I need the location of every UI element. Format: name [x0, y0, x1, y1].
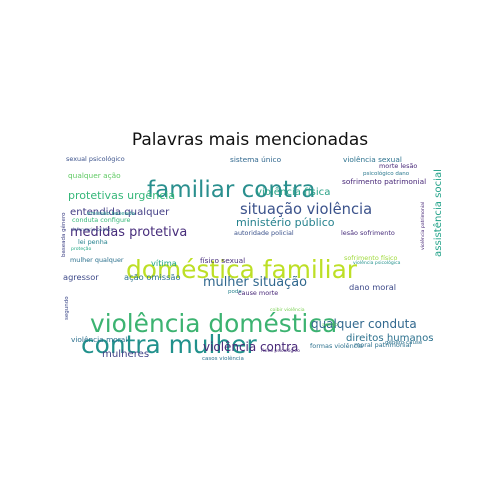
word-7: qualquer conduta: [311, 317, 417, 331]
word-44: gênero cause: [385, 340, 423, 346]
word-34: conduta configure: [72, 216, 131, 224]
word-31: lesão sofrimento: [341, 229, 395, 237]
word-26: morte lesão: [379, 162, 418, 170]
word-33: violência psicológica: [353, 261, 401, 266]
word-22: qualquer ação: [68, 171, 121, 180]
word-45: casos violência: [202, 356, 244, 362]
word-42: moral patrimonial: [354, 341, 412, 349]
word-4: situação violência: [240, 201, 373, 218]
word-3: familiar contra: [147, 177, 316, 203]
word-18: ação omissão: [124, 272, 181, 282]
word-17: agressor: [63, 272, 99, 282]
word-11: ministério público: [236, 216, 335, 229]
word-41: segundo: [64, 296, 70, 320]
word-23: sexual psicológico: [66, 155, 125, 163]
word-cloud: violência doméstica doméstica familiar con…: [61, 155, 450, 362]
word-36: baseada gênero: [61, 212, 67, 257]
word-47: coibir violência: [270, 308, 305, 313]
chart-title: Palavras mais mencionadas: [131, 130, 369, 150]
word-30: autoridade policial: [234, 229, 294, 237]
word-2: contra mulher: [81, 330, 257, 359]
word-27: psicológico dano: [363, 171, 410, 177]
word-5: medidas protetiva: [70, 225, 188, 240]
word-10: entendida qualquer: [70, 207, 170, 218]
word-28: sofrimento patrimonial: [342, 177, 427, 186]
word-8: violência contra: [203, 340, 299, 354]
word-29: violência patrimonial: [421, 201, 426, 250]
word-49: pode: [228, 289, 242, 295]
word-14: mulheres: [102, 349, 150, 360]
word-1: doméstica familiar: [126, 255, 357, 284]
word-32: sofrimento físico: [344, 254, 398, 262]
word-9: protetivas urgência: [68, 189, 176, 202]
word-15: direitos humanos: [346, 333, 434, 344]
word-37: defensoria pública: [71, 228, 114, 233]
word-25: sistema único: [230, 155, 282, 164]
word-43: formas violência: [310, 342, 363, 350]
word-40: proteção: [71, 247, 92, 252]
word-24: violência sexual: [343, 155, 402, 164]
word-46: acordo: [322, 323, 338, 328]
word-20: físico sexual: [200, 256, 246, 265]
word-19: vítima: [151, 258, 177, 268]
word-39: mulher qualquer: [70, 256, 124, 264]
word-13: assistência social: [433, 169, 444, 257]
word-6: mulher situação: [203, 275, 307, 290]
word-50: físico psicológico: [261, 349, 300, 354]
word-21: violência moral: [71, 335, 128, 344]
word-38: lei penha: [78, 238, 108, 246]
word-0: violência doméstica: [90, 309, 338, 338]
word-48: cause morte: [238, 289, 279, 297]
word-12: violência física: [256, 187, 331, 198]
word-16: dano moral: [349, 282, 397, 292]
word-35: omissão baseada: [87, 211, 135, 217]
